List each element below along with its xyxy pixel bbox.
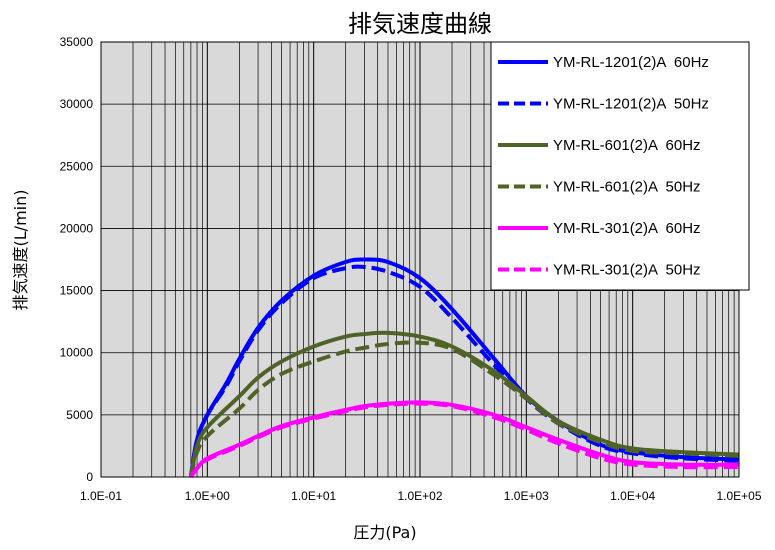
legend-label: YM-RL-301(2)A 60Hz	[553, 220, 701, 237]
legend-label: YM-RL-601(2)A 50Hz	[553, 179, 701, 196]
series-line-5	[189, 400, 740, 479]
legend-box	[490, 41, 750, 291]
y-tick-label: 20000	[60, 221, 94, 235]
legend-label: YM-RL-1201(2)A 50Hz	[553, 96, 709, 113]
y-tick-label: 0	[86, 470, 93, 484]
legend-label: YM-RL-601(2)A 60Hz	[553, 137, 701, 154]
x-tick-labels: 1.0E-01 1.0E+00 1.0E+01 1.0E+02 1.0E+03 1.0E+…	[80, 489, 762, 503]
y-tick-label: 10000	[60, 346, 94, 360]
legend-label: YM-RL-301(2)A 50Hz	[553, 262, 701, 279]
y-tick-label: 25000	[60, 159, 94, 173]
y-tick-label: 30000	[60, 97, 94, 111]
y-tick-label: 5000	[66, 408, 93, 422]
series-layer	[188, 257, 740, 479]
series-line-4	[188, 340, 740, 478]
y-tick-labels: 0 5000 10000 15000 20000 25000 30000 35000	[60, 35, 94, 484]
x-tick-label: 1.0E-01	[80, 489, 122, 503]
chart-title: 排気速度曲線	[348, 10, 492, 38]
series-line-3	[188, 330, 740, 478]
series-line-2	[188, 264, 740, 478]
x-tick-label: 1.0E+05	[716, 489, 761, 503]
x-tick-label: 1.0E+03	[504, 489, 549, 503]
x-axis-label: 圧力(Pa)	[353, 523, 416, 542]
y-tick-label: 35000	[60, 35, 94, 49]
x-tick-label: 1.0E+04	[610, 489, 655, 503]
x-tick-label: 1.0E+01	[291, 489, 336, 503]
x-tick-label: 1.0E+00	[185, 489, 230, 503]
legend-label: YM-RL-1201(2)A 60Hz	[553, 54, 709, 71]
grid	[100, 41, 739, 478]
legend: YM-RL-1201(2)A 60Hz YM-RL-1201(2)A 50Hz YM…	[490, 41, 750, 291]
y-axis-label: 排気速度(L/min)	[11, 190, 30, 311]
y-tick-label: 15000	[60, 284, 94, 298]
x-tick-label: 1.0E+02	[397, 489, 442, 503]
